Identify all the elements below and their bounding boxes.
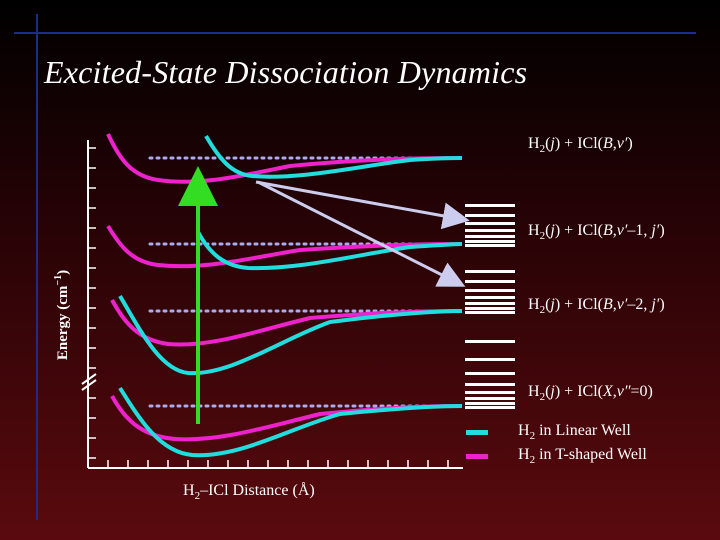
product-channel-arrows [255, 180, 470, 287]
channel-label-bv-1: H2(j) + ICl(B,v′–1, j′) [528, 222, 665, 243]
arrow-to-bv-2 [257, 180, 466, 287]
legend-t-shaped-text: H2 in T-shaped Well [518, 446, 647, 467]
legend-t-shaped-swatch [466, 453, 488, 459]
frame-vertical-rule [36, 14, 38, 520]
legend-linear-text: H2 in Linear Well [518, 422, 631, 443]
linear-curve-xv0 [118, 386, 463, 458]
rotational-level-ladders [465, 204, 515, 409]
legend-t-shaped-well: H2 in T-shaped Well [466, 446, 647, 466]
t-shaped-curve-bv-1 [106, 224, 463, 269]
legend-linear-well: H2 in Linear Well [466, 422, 631, 442]
distance-axis-ticks [107, 460, 449, 468]
arrow-to-bv-1 [255, 180, 470, 230]
channel-label-bv-2: H2(j) + ICl(B,v′–2, j′) [528, 296, 665, 317]
energy-axis [87, 140, 463, 469]
slide-title: Excited-State Dissociation Dynamics [44, 54, 528, 90]
channel-label-xv0: H2(j) + ICl(X,v″=0) [528, 383, 653, 404]
distance-axis-label: H2–ICl Distance (Å) [183, 482, 315, 503]
linear-curve-bv-2 [118, 294, 463, 376]
linear-curve-bv [204, 134, 463, 179]
energy-axis-ticks [88, 147, 96, 459]
axis-break-mark [81, 373, 97, 391]
frame-horizontal-rule [14, 32, 696, 34]
channel-label-bv: H2(j) + ICl(B,v′) [528, 135, 633, 156]
legend-linear-swatch [466, 429, 488, 435]
linear-well-curves [118, 134, 463, 458]
t-shaped-well-curves [106, 133, 463, 442]
t-shaped-curve-bv-2 [110, 299, 463, 347]
energy-axis-label: Energy (cm−1) [53, 269, 71, 361]
linear-curve-bv-1 [196, 231, 463, 271]
